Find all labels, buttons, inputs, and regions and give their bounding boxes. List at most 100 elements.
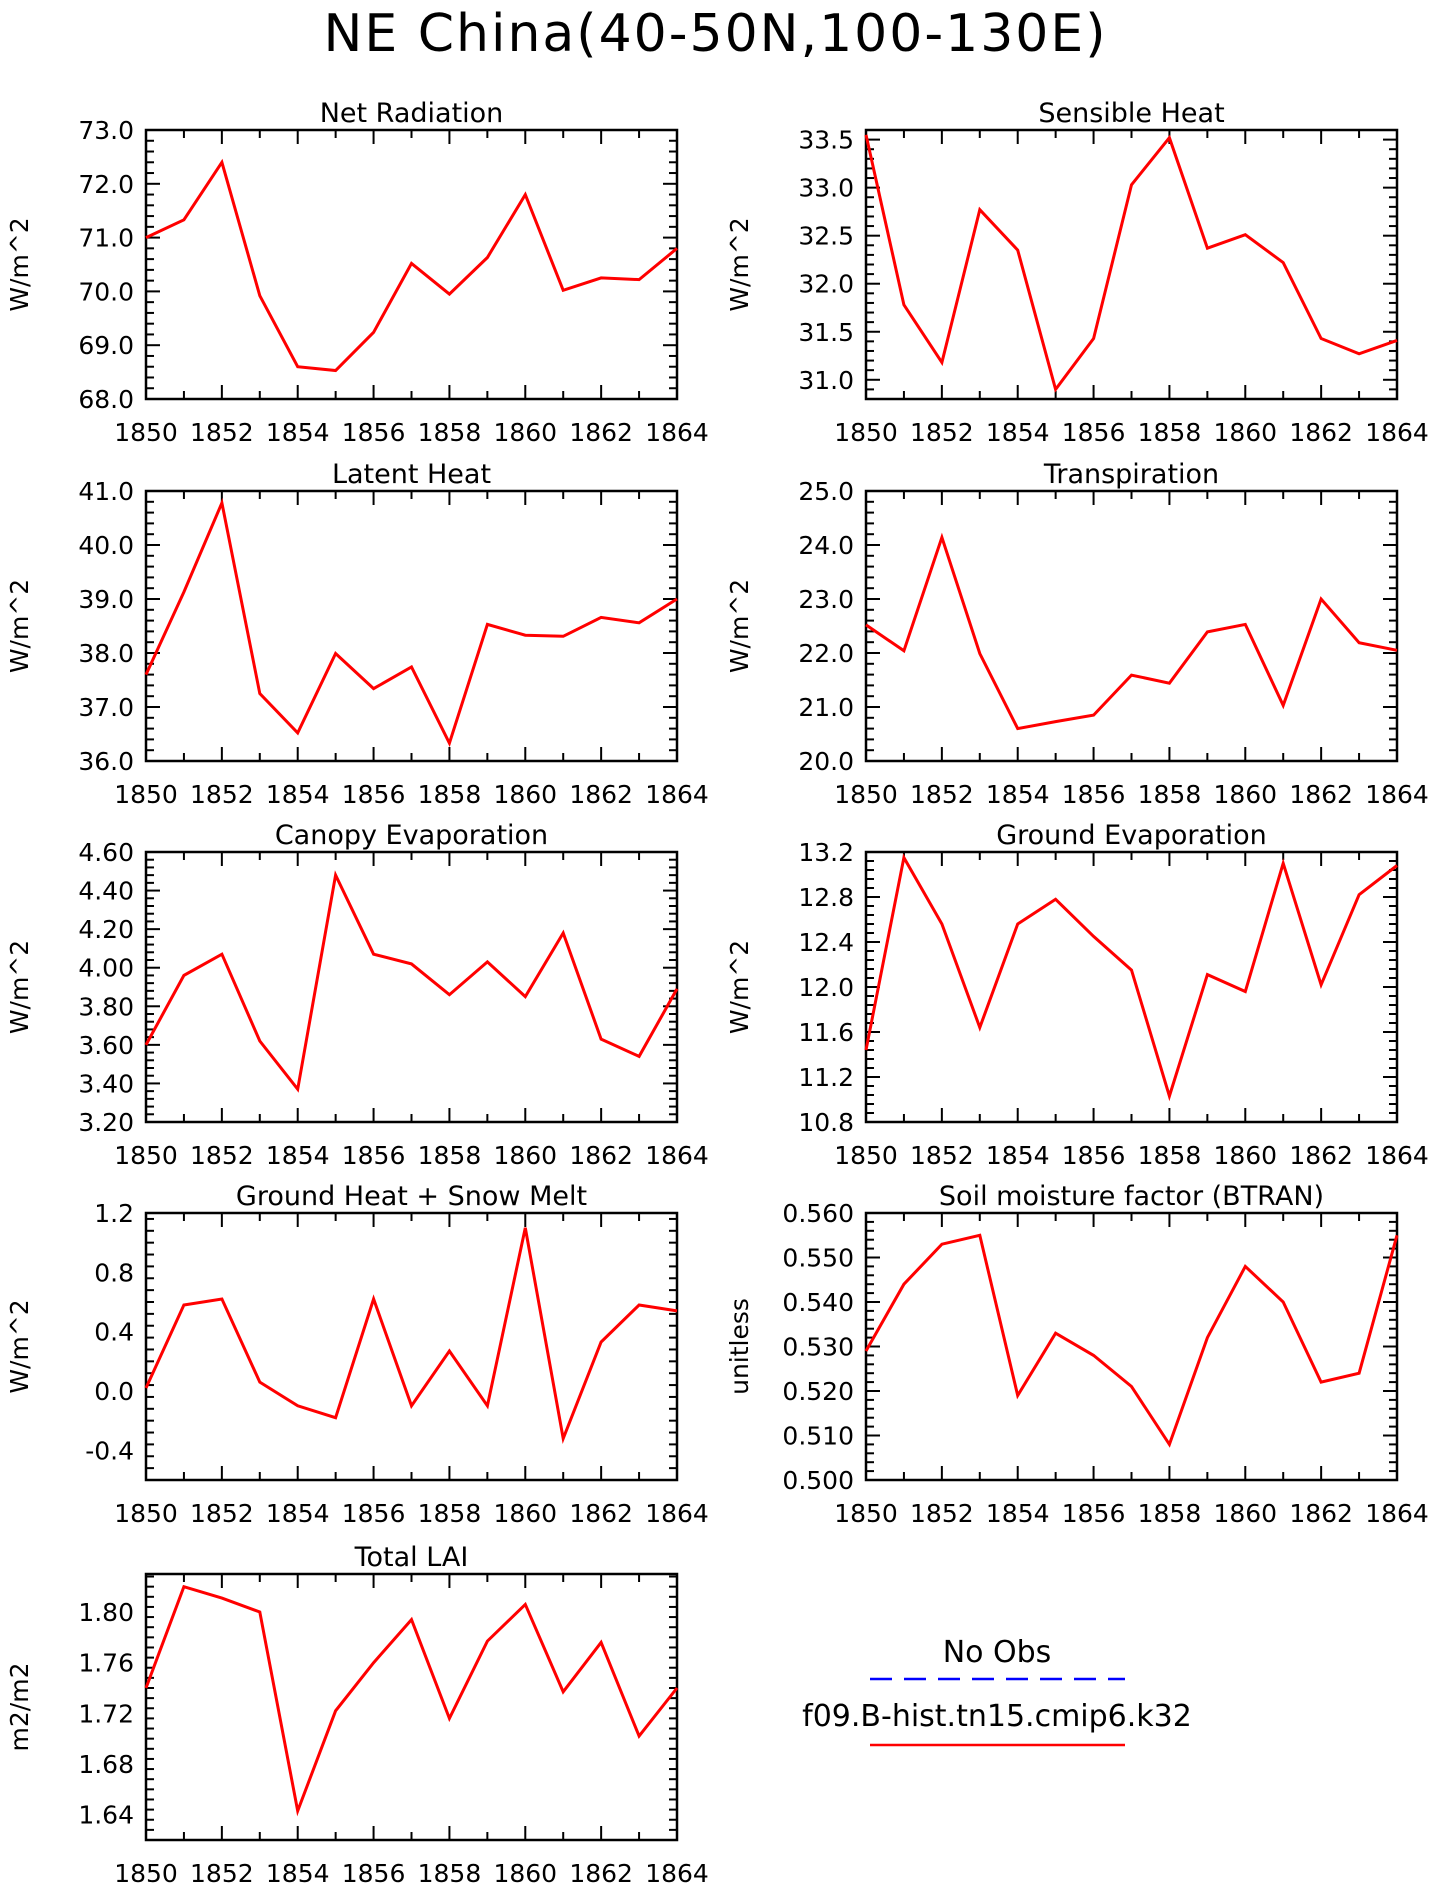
panel-title: Sensible Heat <box>1038 98 1224 129</box>
y-tick-label: 33.5 <box>798 126 854 155</box>
panel-title: Soil moisture factor (BTRAN) <box>939 1181 1324 1212</box>
y-tick-label: 0.530 <box>782 1333 854 1362</box>
x-tick-label: 1860 <box>493 780 557 809</box>
x-tick-label: 1860 <box>1213 1499 1277 1528</box>
y-tick-label: 68.0 <box>78 385 134 414</box>
x-tick-label: 1864 <box>1365 418 1429 447</box>
y-tick-label: 0.8 <box>94 1258 134 1287</box>
x-tick-label: 1860 <box>493 1499 557 1528</box>
x-tick-label: 1854 <box>266 418 330 447</box>
plot-frame <box>144 1572 679 1842</box>
y-tick-label: 1.72 <box>78 1699 134 1728</box>
x-tick-label: 1858 <box>418 1859 482 1888</box>
series-line <box>865 532 1398 731</box>
y-tick-label: 13.2 <box>798 838 854 867</box>
series-line <box>864 853 1398 1102</box>
y-tick-label: 4.00 <box>78 954 134 983</box>
y-axis-label: unitless <box>725 1298 754 1395</box>
x-tick-label: 1860 <box>493 418 557 447</box>
plot-frame <box>864 489 1399 763</box>
x-tick-label: 1862 <box>1289 1499 1353 1528</box>
x-tick-label: 1852 <box>190 1499 254 1528</box>
x-tick-label: 1856 <box>342 418 406 447</box>
y-tick-label: 1.68 <box>78 1750 134 1779</box>
series-line <box>864 134 1398 393</box>
y-tick-label: 3.20 <box>78 1108 134 1137</box>
legend-label-obs: No Obs <box>943 1635 1052 1670</box>
x-tick-label: 1854 <box>986 1141 1050 1170</box>
plot-frame <box>864 128 1399 401</box>
y-axis-label: W/m^2 <box>5 1299 34 1393</box>
x-tick-label: 1864 <box>1365 780 1429 809</box>
y-tick-label: 1.76 <box>78 1649 134 1678</box>
x-tick-label: 1858 <box>418 1141 482 1170</box>
x-tick-label: 1852 <box>190 1859 254 1888</box>
x-tick-label: 1864 <box>645 418 709 447</box>
x-tick-label: 1858 <box>418 1499 482 1528</box>
x-tick-label: 1856 <box>1062 780 1126 809</box>
panel-3: Latent Heat W/m^2 1850 1852 1854 1856 1858 1860… <box>5 459 709 809</box>
y-tick-label: 12.0 <box>798 973 854 1002</box>
panel-title: Ground Evaporation <box>996 820 1267 851</box>
x-tick-label: 1860 <box>1213 418 1277 447</box>
x-tick-label: 1862 <box>1289 1141 1353 1170</box>
y-tick-label: 39.0 <box>78 585 134 614</box>
panel-title: Transpiration <box>1043 459 1219 490</box>
x-tick-label: 1860 <box>493 1141 557 1170</box>
y-tick-label: 38.0 <box>78 639 134 668</box>
x-tick-label: 1856 <box>342 1859 406 1888</box>
x-tick-label: 1858 <box>1138 1141 1202 1170</box>
x-tick-label: 1862 <box>569 1499 633 1528</box>
x-tick-label: 1854 <box>986 780 1050 809</box>
x-tick-label: 1864 <box>645 780 709 809</box>
legend-label-model: f09.B-hist.tn15.cmip6.k32 <box>802 1699 1192 1734</box>
y-tick-label: 23.0 <box>798 585 854 614</box>
y-tick-label: 24.0 <box>798 531 854 560</box>
y-tick-label: 1.2 <box>94 1199 134 1228</box>
y-tick-label: 32.5 <box>798 222 854 251</box>
series-line <box>864 1233 1399 1448</box>
x-tick-label: 1864 <box>645 1859 709 1888</box>
x-tick-label: 1850 <box>114 1499 178 1528</box>
panels: Net Radiation W/m^2 1850 1852 1854 1856 1858 18… <box>5 98 1429 1888</box>
panel-5: Canopy Evaporation W/m^2 1850 1852 1854 1856 1… <box>5 820 709 1170</box>
panel-title: Total LAI <box>354 1542 469 1573</box>
x-tick-label: 1852 <box>910 1499 974 1528</box>
y-tick-label: 4.20 <box>78 915 134 944</box>
panel-1: Net Radiation W/m^2 1850 1852 1854 1856 1858 18… <box>5 98 709 447</box>
x-tick-label: 1864 <box>1365 1141 1429 1170</box>
x-tick-label: 1858 <box>1138 1499 1202 1528</box>
y-axis-label: W/m^2 <box>5 940 34 1034</box>
x-tick-label: 1850 <box>834 1141 898 1170</box>
y-tick-label: 21.0 <box>798 693 854 722</box>
y-tick-label: 0.520 <box>782 1377 854 1406</box>
panel-7: Ground Heat + Snow Melt W/m^2 1850 1852 1854… <box>5 1181 709 1528</box>
x-tick-label: 1850 <box>834 780 898 809</box>
y-tick-label: 0.550 <box>782 1244 854 1273</box>
y-tick-label: 73.0 <box>78 116 134 145</box>
y-tick-label: -0.4 <box>85 1436 134 1465</box>
y-tick-label: 0.0 <box>94 1377 134 1406</box>
y-tick-label: 31.5 <box>798 318 854 347</box>
y-tick-label: 41.0 <box>78 477 134 506</box>
y-axis-label: W/m^2 <box>725 579 754 673</box>
x-tick-label: 1850 <box>834 418 898 447</box>
x-tick-label: 1854 <box>986 418 1050 447</box>
x-tick-label: 1862 <box>569 1859 633 1888</box>
y-tick-label: 71.0 <box>78 224 134 253</box>
y-tick-label: 0.500 <box>782 1466 854 1495</box>
x-tick-label: 1850 <box>834 1499 898 1528</box>
x-tick-label: 1856 <box>1062 1499 1126 1528</box>
panel-8: Soil moisture factor (BTRAN) unitless 1850… <box>725 1181 1429 1528</box>
y-tick-label: 3.60 <box>78 1031 134 1060</box>
x-tick-label: 1864 <box>1365 1499 1429 1528</box>
y-axis-label: W/m^2 <box>725 217 754 311</box>
y-tick-label: 70.0 <box>78 277 134 306</box>
panel-2: Sensible Heat W/m^2 1850 1852 1854 1856 1858 18… <box>725 98 1429 447</box>
plot-frame <box>864 1211 1399 1482</box>
x-tick-label: 1862 <box>1289 780 1353 809</box>
y-tick-label: 37.0 <box>78 693 134 722</box>
plot-frame <box>144 1211 679 1482</box>
panel-9: Total LAI m2/m2 1850 1852 1854 1856 1858 1860 18… <box>5 1542 709 1888</box>
